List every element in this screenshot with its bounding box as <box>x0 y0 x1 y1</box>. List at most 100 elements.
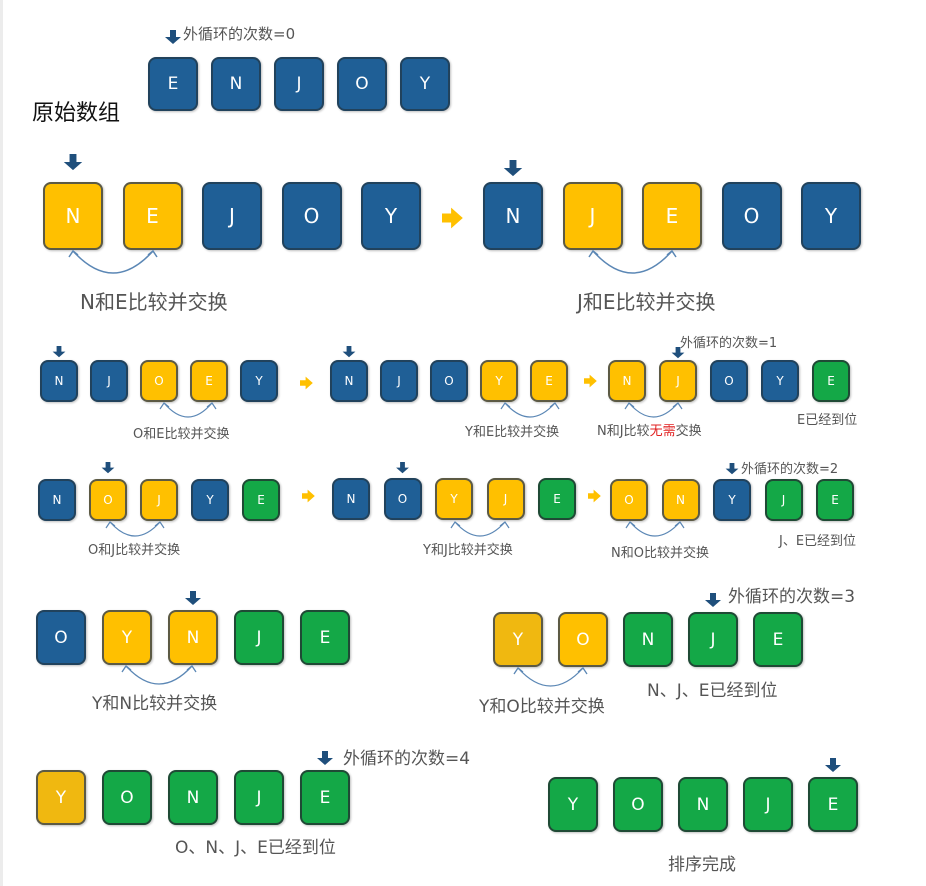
array-cell-j: J <box>274 57 324 111</box>
array-cell-e: E <box>530 360 568 402</box>
curve-arrowhead <box>499 521 510 529</box>
curve-arrowhead <box>549 402 560 410</box>
array-cell-y: Y <box>102 610 152 665</box>
curve-arrowhead <box>154 521 165 529</box>
array-cell-y: Y <box>191 479 229 521</box>
array-cell-o: O <box>558 612 608 667</box>
caption-o-j-swap: O和J比较并交换 <box>88 543 181 558</box>
array-cell-n: N <box>608 360 646 402</box>
down-arrow-icon <box>825 758 841 772</box>
array-cell-o: O <box>613 777 663 832</box>
curve-arrowhead <box>672 402 683 410</box>
array-cell-j: J <box>234 610 284 665</box>
caption-n-o-swap: N和O比较并交换 <box>611 546 709 561</box>
curve-arrowhead <box>513 667 524 675</box>
array-cell-y: Y <box>493 612 543 667</box>
array-cell-n: N <box>43 182 103 250</box>
caption-o-e-swap: O和E比较并交换 <box>133 427 230 442</box>
down-arrow-icon <box>52 346 66 358</box>
curve-arrowhead <box>105 521 116 529</box>
curve-arrowhead <box>159 402 170 410</box>
step-arrow-icon <box>588 489 601 503</box>
array-cell-n: N <box>678 777 728 832</box>
array-cell-o: O <box>721 182 782 250</box>
array-cell-j: J <box>234 770 284 825</box>
array-cell-o: O <box>281 182 342 250</box>
array-cell-o: O <box>102 770 152 825</box>
curve-arrowhead <box>624 402 635 410</box>
array-cell-o: O <box>610 479 648 521</box>
placed-o-n-j-e-caption: O、N、J、E已经到位 <box>175 838 336 858</box>
down-arrow-icon <box>396 462 409 474</box>
caption-n-j-no-swap: N和J比较无需交换 <box>597 424 702 439</box>
curve-arrowhead <box>625 521 636 529</box>
array-cell-n: N <box>40 360 78 402</box>
caption-n-e-swap: N和E比较并交换 <box>80 290 228 314</box>
loop-count-2: 外循环的次数=2 <box>741 462 839 477</box>
step-arrow-icon <box>442 207 463 229</box>
curve-arrowhead <box>186 665 197 673</box>
down-arrow-icon <box>705 593 721 607</box>
array-cell-n: N <box>168 610 218 665</box>
step-arrow-icon <box>302 489 315 503</box>
compare-curve <box>592 250 673 274</box>
array-cell-e: E <box>642 182 702 250</box>
array-cell-y: Y <box>400 57 450 111</box>
array-cell-e: E <box>148 57 198 111</box>
caption-j-e-swap: J和E比较并交换 <box>577 290 716 314</box>
caption-y-o-swap: Y和O比较并交换 <box>479 697 605 717</box>
curve-arrowhead <box>666 249 677 258</box>
array-cell-e: E <box>300 770 350 825</box>
original-array-title: 原始数组 <box>32 101 121 126</box>
compare-curve <box>454 521 506 537</box>
compare-curve <box>163 402 213 418</box>
array-cell-e: E <box>538 478 576 520</box>
array-cell-o: O <box>710 360 748 402</box>
loop-count-1: 外循环的次数=1 <box>680 336 778 351</box>
curve-arrowhead <box>206 402 217 410</box>
array-cell-n: N <box>168 770 218 825</box>
compare-curve <box>125 665 193 685</box>
array-cell-y: Y <box>240 360 278 402</box>
down-arrow-icon <box>185 591 201 605</box>
array-cell-n: N <box>332 478 370 520</box>
array-cell-e: E <box>190 360 228 402</box>
array-cell-y: Y <box>36 770 86 825</box>
compare-curve <box>72 250 154 274</box>
loop-count-0: 外循环的次数=0 <box>183 25 296 43</box>
step-arrow-icon <box>584 374 597 388</box>
down-arrow-icon <box>725 463 739 475</box>
array-cell-j: J <box>380 360 418 402</box>
array-cell-y: Y <box>548 777 598 832</box>
array-cell-j: J <box>486 478 525 520</box>
loop-count-4: 外循环的次数=4 <box>343 749 471 769</box>
down-arrow-icon <box>342 346 356 358</box>
array-cell-j: J <box>202 182 262 250</box>
curve-arrowhead <box>674 521 685 529</box>
array-cell-j: J <box>562 182 623 250</box>
array-cell-y: Y <box>480 360 518 402</box>
step-arrow-icon <box>300 376 313 390</box>
compare-curve <box>517 667 584 687</box>
array-cell-j: J <box>743 777 793 832</box>
curve-arrowhead <box>588 249 599 258</box>
array-cell-y: Y <box>435 478 473 520</box>
array-cell-e: E <box>816 479 854 521</box>
curve-arrowhead <box>577 667 588 675</box>
compare-curve <box>628 402 679 418</box>
down-arrow-icon <box>101 462 115 474</box>
page-left-border <box>0 0 3 886</box>
array-cell-n: N <box>211 57 261 111</box>
down-arrow-icon <box>503 160 523 177</box>
curve-arrowhead <box>68 249 79 258</box>
caption-y-j-swap: Y和J比较并交换 <box>423 543 513 558</box>
array-cell-n: N <box>38 479 76 521</box>
array-cell-n: N <box>483 182 543 250</box>
array-cell-o: O <box>36 610 86 665</box>
array-cell-e: E <box>808 777 858 832</box>
array-cell-j: J <box>688 612 738 667</box>
array-cell-y: Y <box>361 182 421 250</box>
compare-curve <box>504 402 556 418</box>
array-cell-y: Y <box>761 360 799 402</box>
compare-curve <box>629 521 681 537</box>
